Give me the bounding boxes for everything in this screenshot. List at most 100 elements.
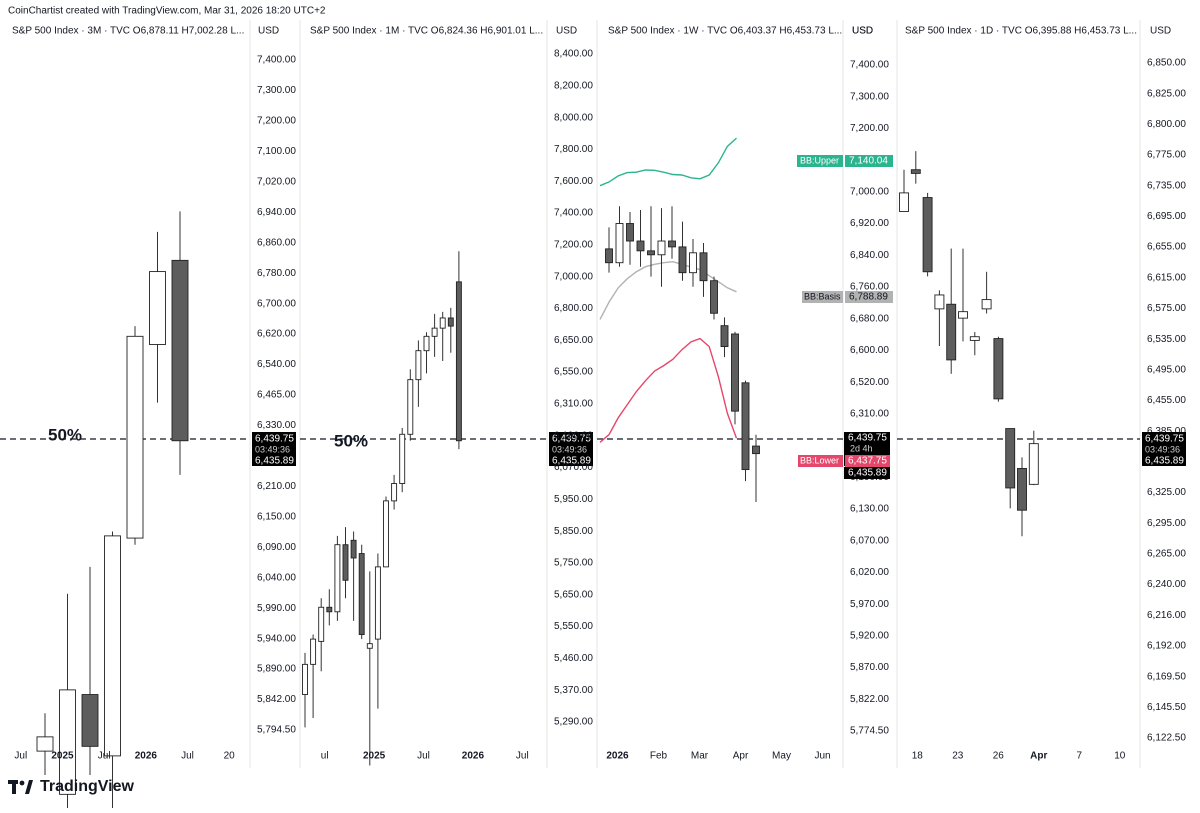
bb-lower-value: 6,437.75 (848, 456, 887, 467)
panel-1w-y-tick: 5,950.00 (554, 494, 593, 505)
panel-1m-candle-body (383, 500, 389, 568)
tradingview-logo-text: TradingView (40, 778, 134, 795)
bb-upper-value-bg (845, 155, 893, 167)
panel-1w-y-tick: 7,800.00 (554, 144, 593, 155)
bb-lower-label-bg (798, 455, 843, 467)
panel-1w-y-tick: 8,000.00 (554, 112, 593, 123)
panel-1w-right-y-tick: 7,300.00 (850, 91, 889, 102)
panel-1w-series-bb-lower (599, 337, 738, 443)
panel-1d-y-tick: 6,325.00 (1147, 487, 1186, 498)
panel-1w-right-y-tick: 7,400.00 (850, 60, 889, 71)
panel-1d-y-tick: 6,850.00 (1147, 58, 1186, 69)
panel-1w-y-tick: 7,600.00 (554, 176, 593, 187)
panel-1w-candle-body (668, 240, 676, 248)
panel-1d-candle-body (958, 311, 968, 319)
panel-3m-y-tick: 7,400.00 (257, 55, 296, 66)
panel-1w-candle-body (657, 240, 666, 256)
panel-1m-candle-body (366, 643, 373, 649)
panel-1d-candle-body (969, 336, 980, 341)
panel-1d-y-tick: 6,385.00 (1147, 426, 1186, 437)
panel-3m-y-tick: 7,200.00 (257, 116, 296, 127)
panel-3m-y-tick: 6,540.00 (257, 359, 296, 370)
panel-3m-y-tick: 6,940.00 (257, 207, 296, 218)
panel-1w-y-tick: 5,370.00 (554, 685, 593, 696)
panel-1d-candle-body (934, 294, 945, 310)
panel-1w-right-y-tick: 5,822.00 (850, 694, 889, 705)
panel-1m-candle-body (455, 281, 462, 442)
panel-1d-x-tick: Apr (1030, 751, 1047, 762)
bb-upper-value: 7,140.04 (849, 156, 888, 167)
panel-1w-right-y-tick: 6,070.00 (850, 535, 889, 546)
panel-1m-candle-body (310, 638, 317, 665)
tradingview-logo-icon (8, 780, 33, 794)
panel-1m-candle-body (423, 335, 430, 352)
panel-3m-y-tick: 6,700.00 (257, 298, 296, 309)
panel-1d-y-tick: 6,615.00 (1147, 272, 1186, 283)
panel-3m-y-tick: 7,100.00 (257, 146, 296, 157)
panel-1d-y-tick: 6,145.50 (1147, 702, 1186, 713)
panel-1d-candle-body (946, 303, 957, 361)
panel-1d-price-tag-price-2: 6,435.89 (1145, 456, 1184, 467)
panel-1d-y-tick: 6,240.00 (1147, 579, 1186, 590)
panel-3m-candle-body (59, 689, 76, 795)
panel-1w-title: S&P 500 Index · 1W · TVC O6,403.37 H6,45… (608, 26, 842, 37)
panel-1m-candle-body (318, 606, 325, 642)
panel-1d-x-tick: 18 (912, 751, 924, 762)
panel-1m-candle-body (302, 663, 308, 695)
panel-3m-candle-body (149, 271, 166, 345)
panel-1w-candle-body (626, 223, 634, 242)
panel-3m-candle-body (126, 335, 144, 539)
panel-1w-y-tick: 6,190.00 (554, 430, 593, 441)
panel-1m-candle-body (415, 350, 422, 381)
panel-1w-x-tick: Apr (733, 751, 749, 762)
panel-1w-candle-body (752, 445, 760, 455)
panel-1d-candle-body (899, 192, 909, 212)
panel-3m-y-tick: 5,890.00 (257, 664, 296, 675)
panel-1w-right-y-tick: 6,020.00 (850, 567, 889, 578)
panel-3m-y-tick: 6,465.00 (257, 390, 296, 401)
panel-1w-y-tick: 7,000.00 (554, 271, 593, 282)
panel-1m-candle-body (334, 544, 341, 613)
tradingview-logo[interactable]: TradingView (8, 776, 134, 798)
bb-basis-label: BB:Basis (804, 291, 841, 301)
panel-3m-x-tick: Jul (14, 751, 27, 762)
panel-3m-y-tick: 6,040.00 (257, 572, 296, 583)
panel-1w-candle-body (647, 250, 655, 256)
panel-1w-y-tick: 6,550.00 (554, 367, 593, 378)
panel-1m-candle-body (374, 566, 381, 640)
bb-lower-value-bg (845, 455, 890, 467)
panel-1w-right-y-tick: 6,680.00 (850, 313, 889, 324)
panel-1d-candle-body (1017, 468, 1027, 511)
panel-1d-y-tick: 6,169.50 (1147, 671, 1186, 682)
panel-1w-x-tick: Jun (814, 751, 830, 762)
panel-1w-candle-body (720, 325, 729, 348)
panel-1w-y-tick: 5,850.00 (554, 526, 593, 537)
panel-1m-candle-body (326, 606, 333, 613)
panel-3m-50pct-label: 50% (48, 425, 82, 444)
panel-1w-right-y-tick: 5,920.00 (850, 630, 889, 641)
panel-1m-candle-body (350, 539, 357, 559)
bb-lower-label: BB:Lower (800, 455, 839, 465)
panel-1w-candle-body (710, 280, 718, 314)
panel-1m-candle-body (399, 433, 406, 484)
panel-1w-candle-body (699, 252, 708, 282)
bb-basis-value-bg (845, 291, 893, 303)
panel-3m-y-tick: 7,300.00 (257, 85, 296, 96)
panel-1m-candle-body (439, 317, 446, 329)
panel-3m-y-tick: 6,780.00 (257, 268, 296, 279)
panel-1d-y-tick: 6,825.00 (1147, 88, 1186, 99)
panel-1w-right-y-tick: 5,970.00 (850, 599, 889, 610)
panel-1m-price-tag-price: 6,439.75 (552, 434, 591, 445)
panel-1d-candle-body (910, 169, 921, 174)
created-by-text: CoinChartist created with TradingView.co… (8, 6, 326, 17)
panel-1w-candle-body (636, 240, 645, 252)
panel-1w-right-y-tick: 6,310.00 (850, 408, 889, 419)
panel-3m-y-tick: 6,150.00 (257, 511, 296, 522)
panel-1w-y-tick: 6,650.00 (554, 335, 593, 346)
panel-1m-price-tag-price-2: 6,435.89 (552, 456, 591, 467)
panel-3m-currency: USD (258, 26, 279, 37)
panel-1w-right-y-tick: 6,520.00 (850, 377, 889, 388)
panel-1d-currency: USD (1150, 26, 1171, 37)
panel-1m-candle-body (358, 553, 365, 635)
